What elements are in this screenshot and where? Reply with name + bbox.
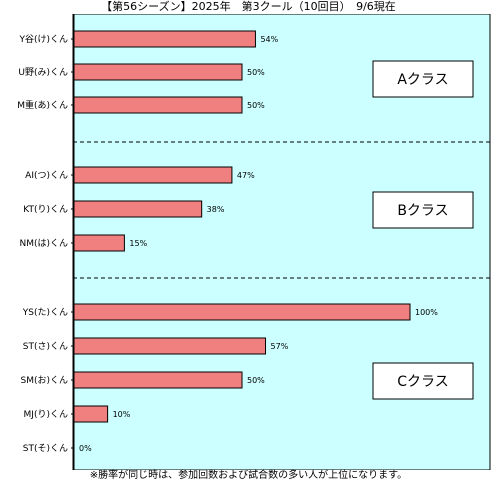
class-label-box (372, 191, 474, 229)
data-label: 54% (260, 35, 278, 44)
category-label: U野(み)くん (18, 67, 68, 78)
category-label: MJ(り)くん (24, 409, 68, 420)
bar (73, 234, 125, 252)
bar (73, 405, 109, 423)
category-label: NM(は)くん (19, 238, 68, 249)
win-rate-chart: Y谷(け)くん 54% U野(み)くん 50% M重(あ)くん 50% AI(つ)くん 47%… (17, 14, 491, 470)
data-label: 100% (415, 308, 438, 317)
category-label: ST(さ)くん (23, 341, 68, 352)
class-label-box (372, 60, 474, 98)
category-label: ST(そ)くん (23, 443, 68, 454)
bar (73, 337, 267, 355)
bar (73, 303, 411, 321)
bar (73, 96, 243, 114)
data-label: 0% (79, 444, 92, 453)
bar (73, 30, 256, 48)
data-label: 50% (247, 68, 265, 77)
category-label: Y谷(け)くん (18, 34, 68, 45)
bar (73, 63, 243, 81)
bar (73, 166, 233, 184)
data-label: 57% (271, 342, 289, 351)
data-label: 10% (113, 410, 131, 419)
class-label-box (372, 362, 474, 400)
chart-title: 【第56シーズン】2025年 第3クール（10回目） 9/6現在 (101, 0, 396, 13)
class-label: Cクラス (397, 374, 449, 390)
chart-footnote: ※勝率が同じ時は、参加回数および試合数の多い人が上位になります。 (89, 470, 408, 481)
data-label: 50% (247, 101, 265, 110)
category-label: M重(あ)くん (17, 99, 68, 111)
category-label: SM(お)くん (20, 375, 68, 386)
data-label: 50% (247, 376, 265, 385)
bar (73, 371, 243, 389)
class-label: Aクラス (397, 72, 448, 88)
data-label: 47% (237, 171, 255, 180)
category-label: KT(り)くん (23, 204, 68, 215)
class-label: Bクラス (397, 203, 448, 219)
data-label: 15% (129, 239, 147, 248)
category-label: YS(た)くん (22, 307, 68, 318)
bar (73, 200, 203, 218)
data-label: 38% (207, 205, 225, 214)
category-label: AI(つ)くん (25, 170, 68, 181)
